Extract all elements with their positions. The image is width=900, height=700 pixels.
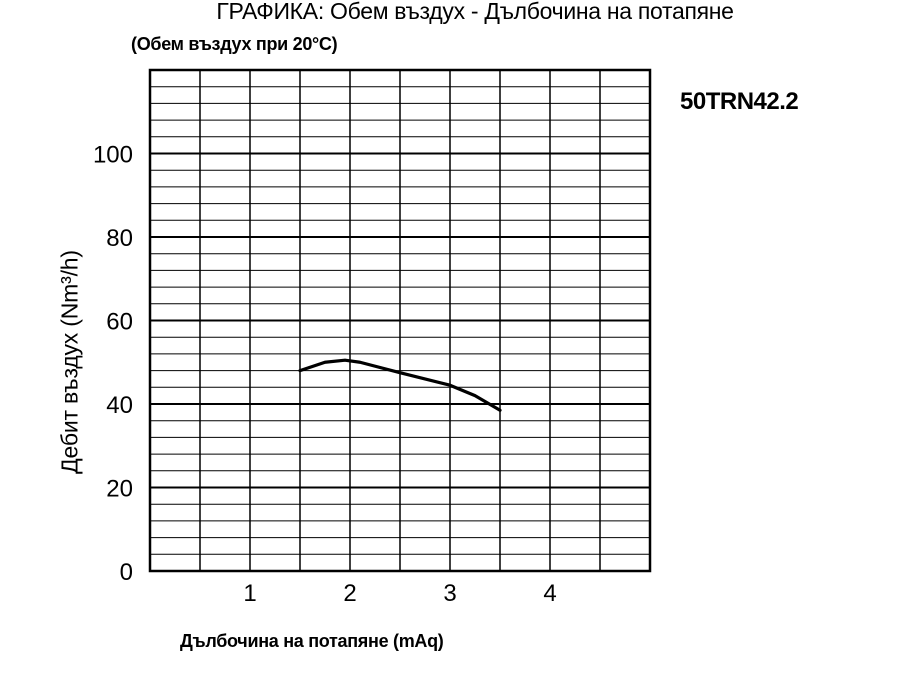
x-axis-label: Дълбочина на потапяне (mAq) [180,631,444,651]
x-tick-label: 1 [243,580,256,607]
series-line [298,358,502,412]
plot-frame [148,68,652,573]
tick-labels: 0 20 40 60 80 100 1 2 3 4 [93,142,557,608]
model-label: 50TRN42.2 [680,88,799,115]
y-tick-label: 20 [106,476,133,503]
x-tick-label: 3 [443,580,456,607]
y-tick-label: 60 [106,309,133,336]
x-tick-label: 2 [343,580,356,607]
grid [150,70,650,571]
chart-title: ГРАФИКА: Обем въздух - Дълбочина на пота… [216,0,734,24]
x-tick-label: 4 [543,580,556,607]
y-tick-label: 40 [106,392,133,419]
series-layer [298,358,502,412]
y-tick-label: 100 [93,142,133,169]
chart-subtitle: (Обем въздух при 20°C) [131,34,338,54]
y-tick-label: 0 [120,559,133,586]
y-tick-label: 80 [106,225,133,252]
